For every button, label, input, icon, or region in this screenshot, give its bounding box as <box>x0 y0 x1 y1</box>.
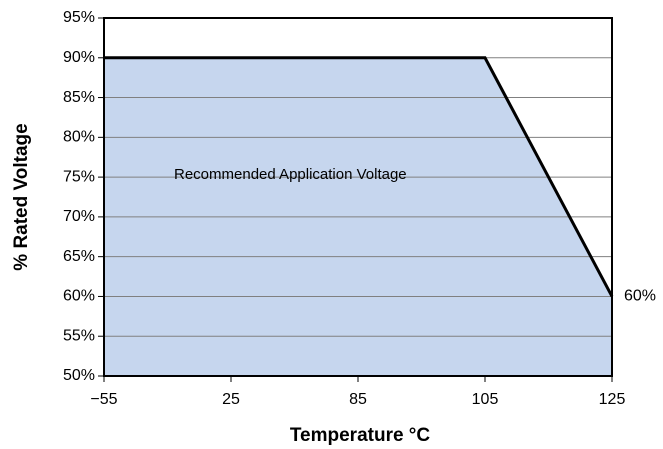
y-axis-title: % Rated Voltage <box>11 123 32 270</box>
x-tick-label: 105 <box>472 391 499 408</box>
x-axis-title: Temperature °C <box>290 425 431 446</box>
x-tick-label: 25 <box>222 391 240 408</box>
x-tick-label: 85 <box>349 391 367 408</box>
y-tick-label: 55% <box>63 327 95 344</box>
y-tick-label: 50% <box>63 367 95 384</box>
x-tick-label: 125 <box>599 391 626 408</box>
y-tick-label: 90% <box>63 49 95 66</box>
annotation: Recommended Application Voltage <box>174 166 407 183</box>
y-tick-label: 65% <box>63 248 95 265</box>
y-tick-label: 95% <box>63 9 95 26</box>
value-label: 60% <box>624 288 656 305</box>
y-tick-label: 70% <box>63 208 95 225</box>
y-tick-label: 60% <box>63 288 95 305</box>
x-tick-label: −55 <box>90 391 117 408</box>
y-tick-label: 85% <box>63 89 95 106</box>
y-tick-label: 80% <box>63 129 95 146</box>
y-tick-label: 75% <box>63 168 95 185</box>
line <box>104 56 614 298</box>
